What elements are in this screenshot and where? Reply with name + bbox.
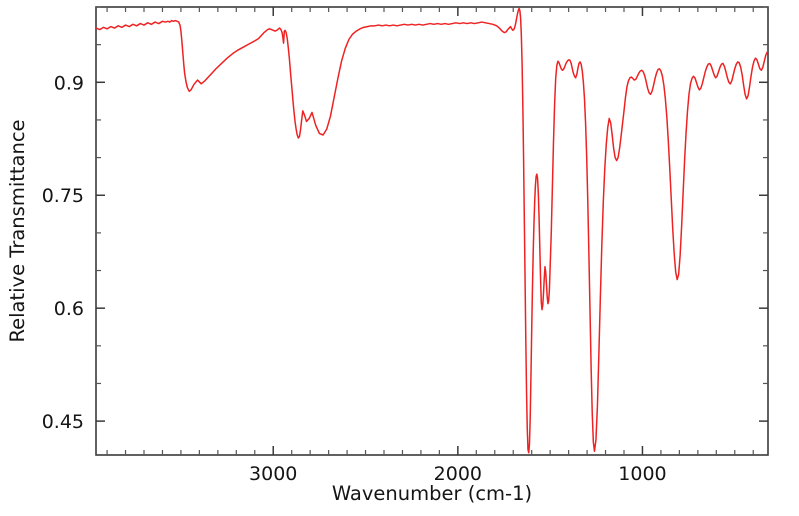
x-axis-title: Wavenumber (cm-1): [332, 482, 532, 505]
x-tick-label: 2000: [434, 463, 482, 485]
y-tick-label: 0.9: [54, 72, 84, 94]
y-tick-label: 0.75: [42, 185, 84, 207]
x-tick-label: 3000: [249, 463, 297, 485]
axis-tick-labels: 3000 2000 1000 0.45 0.6 0.75 0.9: [42, 72, 667, 485]
plot-border: [95, 6, 769, 456]
y-axis-title: Relative Transmittance: [6, 119, 29, 342]
x-tick-label: 1000: [618, 463, 666, 485]
spectrum-line: [96, 7, 768, 454]
y-tick-label: 0.6: [54, 298, 84, 320]
y-tick-label: 0.45: [42, 411, 84, 433]
axis-ticks: [96, 6, 768, 455]
plot-frame: [95, 6, 769, 456]
data-series: [96, 7, 768, 454]
